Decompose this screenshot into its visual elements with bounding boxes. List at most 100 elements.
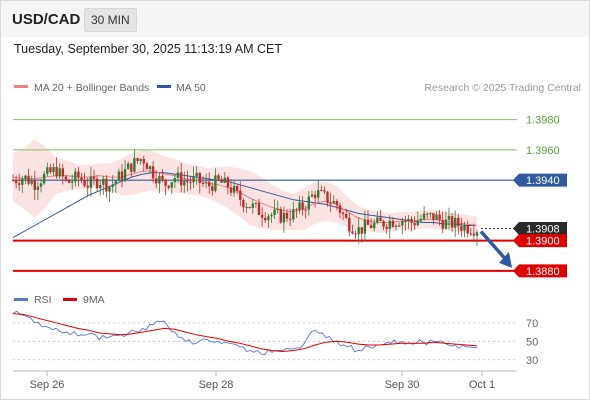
candle-body — [397, 225, 401, 227]
candle-body — [142, 158, 145, 164]
candle-body — [345, 214, 348, 218]
candle-body — [285, 212, 289, 219]
candle-body — [282, 212, 286, 223]
candle-body — [385, 226, 388, 229]
candle-body — [130, 163, 133, 172]
candle-body — [52, 167, 55, 173]
candle-body — [24, 175, 27, 179]
candle-body — [99, 185, 102, 189]
candle-body — [317, 190, 320, 198]
x-axis: Sep 26 Sep 28 Sep 30 Oct 1 — [13, 370, 517, 391]
candle-body — [83, 180, 86, 186]
candle-body — [139, 158, 142, 161]
candle-body — [301, 202, 304, 210]
candle-body — [450, 216, 454, 228]
timeframe-button[interactable]: 30 MIN — [84, 8, 137, 32]
candle-body — [416, 220, 419, 226]
candle-body — [472, 233, 476, 236]
candle-body — [351, 231, 354, 234]
candle-body — [363, 219, 367, 234]
candle-body — [226, 177, 230, 188]
candle-body — [310, 194, 314, 197]
candle-body — [136, 158, 139, 161]
candle-body — [313, 194, 317, 198]
candle-body — [457, 217, 460, 227]
bollinger-band — [13, 139, 477, 235]
candle-body — [429, 213, 432, 215]
candle-body — [223, 177, 226, 183]
candle-body — [114, 181, 117, 185]
legend-ma20-label: MA 20 + Bollinger Bands — [34, 82, 149, 94]
candle-body — [46, 167, 49, 174]
candle-body — [419, 218, 423, 221]
candle-body — [469, 233, 472, 235]
candle-body — [33, 180, 36, 190]
candle-body — [148, 166, 152, 170]
projection-arrow-head — [499, 251, 512, 268]
candle-body — [158, 175, 161, 184]
candle-body — [341, 212, 345, 214]
candle-body — [105, 178, 108, 192]
candle-body — [248, 207, 251, 208]
legend-ma50-swatch — [157, 85, 171, 88]
candle-body — [289, 218, 292, 220]
candle-body — [245, 207, 248, 208]
candle-body — [273, 209, 276, 215]
candle-body — [338, 205, 342, 213]
candle-body — [366, 219, 370, 225]
candle-body — [167, 185, 170, 188]
candle-body — [360, 227, 363, 234]
x-axis-label: Sep 30 — [385, 379, 420, 391]
candle-body — [89, 176, 93, 188]
candle-body — [49, 167, 52, 173]
candle-body — [229, 187, 233, 193]
candle-body — [441, 219, 444, 229]
candle-body — [67, 179, 71, 183]
candle-body — [329, 203, 332, 205]
candle-body — [401, 221, 404, 226]
candle-body — [475, 232, 479, 236]
candle-body — [55, 167, 58, 177]
x-axis-label: Sep 28 — [199, 379, 234, 391]
candle-body — [276, 209, 279, 210]
candle-body — [36, 186, 40, 190]
candle-body — [192, 176, 195, 183]
candle-body — [251, 203, 254, 208]
candle-body — [27, 175, 30, 184]
candle-body — [11, 180, 15, 182]
candle-body — [382, 221, 385, 227]
level-tag-1.3880 — [513, 264, 567, 278]
level-label-1.3880: 1.3880 — [526, 266, 560, 278]
legend-ma50-label: MA 50 — [176, 82, 206, 94]
rsi-tick-label: 50 — [526, 336, 538, 348]
candle-body — [176, 172, 180, 178]
candle-body — [426, 213, 429, 215]
candle-body — [307, 196, 310, 210]
report-datetime: Tuesday, September 30, 2025 11:13:19 AM … — [14, 42, 282, 56]
candle-body — [111, 184, 114, 187]
candle-body — [432, 213, 435, 220]
candle-body — [117, 171, 121, 182]
candle-body — [239, 190, 242, 200]
candle-body — [435, 214, 438, 220]
legend-ma20-swatch — [14, 85, 28, 88]
candle-body — [195, 172, 198, 177]
rsi-9ma-line — [12, 313, 478, 353]
candle-body — [354, 233, 357, 235]
candle-body — [320, 190, 323, 192]
candle-body — [292, 209, 295, 220]
candle-body — [14, 180, 18, 184]
candle-body — [189, 182, 192, 184]
candle-body — [323, 190, 326, 192]
candle-body — [304, 209, 307, 211]
candle-body — [64, 176, 68, 180]
candles — [11, 149, 479, 246]
candle-body — [92, 176, 96, 179]
candle-body — [404, 221, 407, 222]
candle-body — [214, 175, 217, 191]
candle-body — [242, 200, 245, 208]
candle-body — [357, 227, 360, 235]
candle-body — [422, 213, 426, 219]
